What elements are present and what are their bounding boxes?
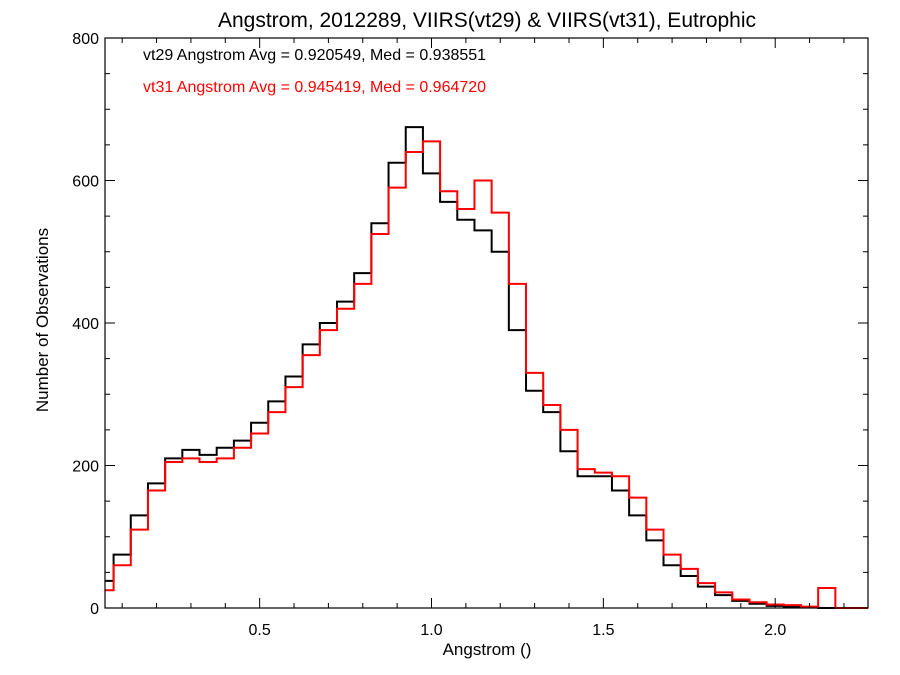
x-tick-label: 0.5 xyxy=(249,622,271,639)
x-axis: 0.5 1.0 1.5 2.0 xyxy=(121,38,845,639)
x-tick-label: 1.5 xyxy=(592,622,614,639)
y-tick-label: 200 xyxy=(72,459,99,476)
series-line-1 xyxy=(105,140,868,609)
x-tick-label: 1.0 xyxy=(420,622,442,639)
y-axis: 0 200 400 600 800 xyxy=(72,31,868,618)
series-line-0 xyxy=(105,126,868,609)
series-layer xyxy=(105,126,868,609)
y-tick-label: 400 xyxy=(72,316,99,333)
y-tick-label: 0 xyxy=(90,601,99,618)
y-tick-label: 600 xyxy=(72,174,99,191)
chart-title: Angstrom, 2012289, VIIRS(vt29) & VIIRS(v… xyxy=(218,9,756,32)
plot-frame xyxy=(104,37,869,609)
y-tick-label: 800 xyxy=(72,31,99,48)
y-axis-label: Number of Observations xyxy=(33,228,52,412)
x-axis-label: Angstrom () xyxy=(443,640,532,659)
annotation-vt31: vt31 Angstrom Avg = 0.945419, Med = 0.96… xyxy=(143,79,486,96)
annotation-vt29: vt29 Angstrom Avg = 0.920549, Med = 0.93… xyxy=(143,47,486,64)
x-tick-label: 2.0 xyxy=(764,622,786,639)
